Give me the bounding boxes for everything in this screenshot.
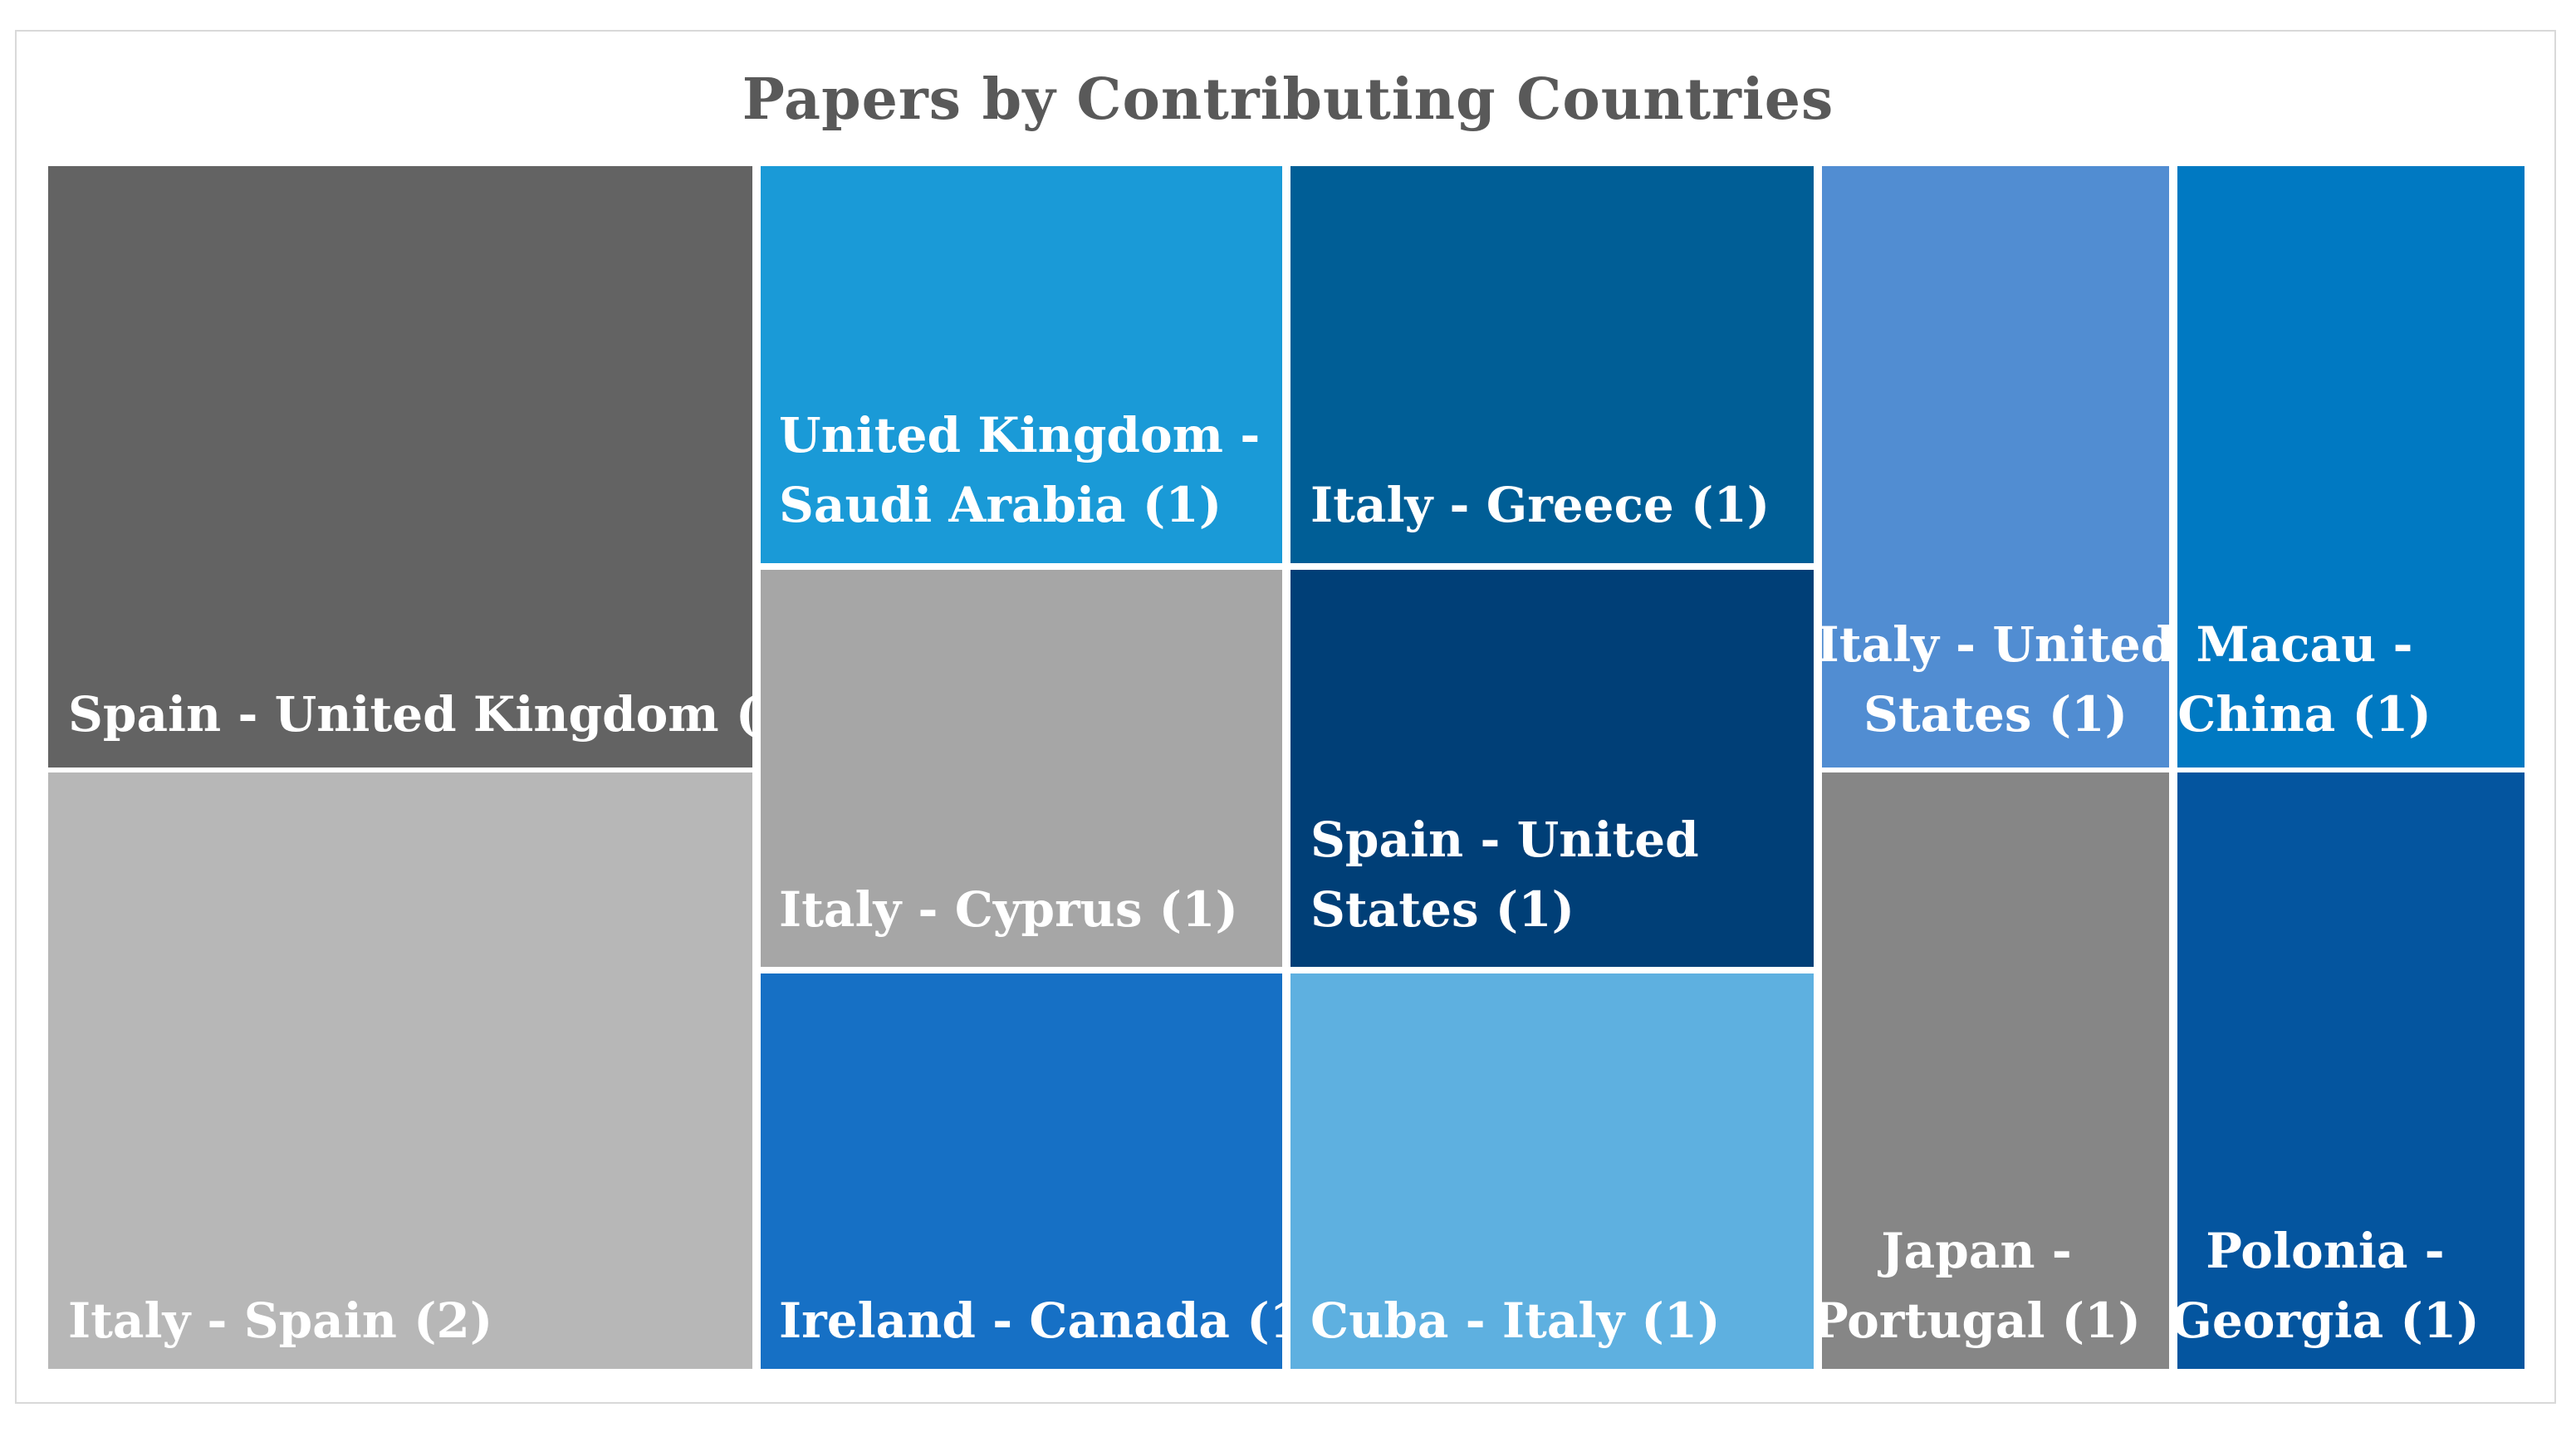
treemap-tile-label: States (1): [1863, 686, 2128, 743]
treemap-tile-rect: [1290, 166, 1814, 563]
treemap-tile: Cuba - Italy (1): [1290, 973, 1814, 1369]
treemap-tile-label: Cuba - Italy (1): [1310, 1292, 1721, 1349]
treemap-tile-label: Macau -: [2196, 616, 2412, 673]
treemap-tile-rect: [2177, 772, 2525, 1369]
treemap-tile-label: Portugal (1): [1812, 1292, 2141, 1349]
treemap-tile-rect: [761, 570, 1282, 967]
treemap-tile: Italy - Cyprus (1): [761, 570, 1282, 967]
treemap-tile-rect: [48, 772, 752, 1369]
treemap-tile-label: Italy - Cyprus (1): [779, 881, 1238, 938]
treemap-tile-label: United Kingdom -: [779, 407, 1260, 463]
treemap-tile: Polonia - Georgia (1): [2171, 772, 2525, 1369]
treemap-tile-label: Polonia -: [2206, 1223, 2445, 1279]
treemap-tile: Italy - Spain (2): [48, 772, 752, 1369]
chart-title: Papers by Contributing Countries: [742, 66, 1834, 133]
treemap-tile: Macau - China (1): [2177, 166, 2525, 767]
treemap-tile-label: China (1): [2177, 686, 2432, 743]
treemap-tile: Italy - United States (1): [1817, 166, 2175, 767]
treemap-tile-label: Spain - United: [1310, 812, 1699, 868]
treemap-tile-label: Italy - United: [1817, 616, 2175, 673]
treemap-tile-label: Japan -: [1877, 1223, 2072, 1279]
treemap-tile-label: States (1): [1310, 881, 1574, 938]
treemap-tile-rect: [761, 973, 1282, 1369]
treemap-tile: Ireland - Canada (1): [761, 973, 1325, 1369]
treemap-tile: Spain - United States (1): [1290, 570, 1814, 967]
treemap-tile-label: Ireland - Canada (1): [779, 1292, 1325, 1349]
treemap-tile-label: Italy - Spain (2): [68, 1292, 492, 1349]
treemap-tile-rect: [1290, 973, 1814, 1369]
treemap-tile-label: Georgia (1): [2171, 1292, 2479, 1349]
treemap-tile-rect: [1822, 772, 2169, 1369]
treemap-tile-rect: [761, 166, 1282, 563]
treemap-tile-rect: [48, 166, 752, 767]
treemap-tile-rect: [2177, 166, 2525, 767]
treemap-tile-rect: [1822, 166, 2169, 767]
treemap-tile: Spain - United Kingdom (2): [48, 166, 815, 767]
treemap-tile-label: Spain - United Kingdom (2): [68, 686, 815, 743]
treemap-tile-label: Italy - Greece (1): [1310, 477, 1770, 533]
treemap-tile-label: Saudi Arabia (1): [779, 477, 1222, 533]
treemap-tile: United Kingdom - Saudi Arabia (1): [761, 166, 1282, 563]
treemap-tile-rect: [1290, 570, 1814, 967]
treemap-tile: Italy - Greece (1): [1290, 166, 1814, 563]
treemap-tile: Japan - Portugal (1): [1812, 772, 2169, 1369]
